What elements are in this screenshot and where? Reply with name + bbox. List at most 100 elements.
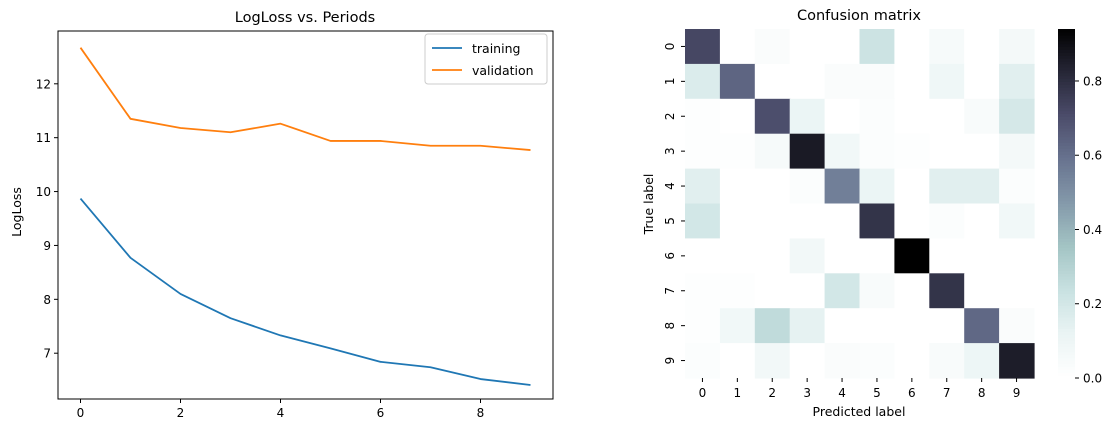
colorbar-segment (1058, 334, 1075, 338)
colorbar-segment (1058, 46, 1075, 50)
colorbar-segment (1058, 84, 1075, 88)
colorbar-segment (1058, 165, 1075, 170)
colorbar-segment (1058, 139, 1075, 144)
heatmap-y-tick-label: 3 (663, 147, 677, 155)
heatmap-cell (964, 203, 1000, 239)
heatmap-x-tick-label: 2 (768, 386, 776, 400)
colorbar-segment (1058, 308, 1075, 312)
colorbar-segment (1058, 232, 1075, 237)
colorbar-tick-label: 0.2 (1083, 297, 1102, 311)
colorbar-segment (1058, 136, 1075, 141)
legend-frame (424, 33, 548, 85)
colorbar-segment (1058, 98, 1075, 103)
heatmap-cell (929, 98, 965, 135)
heatmap-y-tick-label: 0 (663, 43, 677, 51)
heatmap-cell (754, 308, 791, 344)
heatmap-cell (789, 273, 826, 309)
heatmap-cell (719, 168, 756, 205)
heatmap-cell (719, 273, 756, 309)
heatmap-cell (754, 203, 791, 239)
y-tick-label: 10 (36, 185, 51, 199)
heatmap-cell (964, 343, 1000, 379)
heatmap-cell (964, 273, 1000, 309)
line-chart-frame (57, 30, 554, 400)
colorbar-tick-label: 0.8 (1083, 74, 1102, 88)
colorbar-tick-label: 0.4 (1083, 223, 1102, 237)
colorbar-segment (1058, 293, 1075, 298)
heatmap-cell (754, 63, 791, 100)
heatmap-cell (824, 203, 861, 239)
heatmap-x-tick-label: 6 (908, 386, 916, 400)
colorbar-segment (1058, 60, 1075, 65)
colorbar-segment (1058, 241, 1075, 245)
heatmap-x-axis-label: Predicted label (813, 404, 906, 419)
heatmap-cell (685, 98, 721, 135)
colorbar-segment (1058, 250, 1075, 254)
colorbar-segment (1058, 369, 1075, 373)
colorbar-segment (1058, 258, 1075, 263)
heatmap-cell (894, 273, 930, 309)
heatmap-x-tick-label: 1 (734, 386, 742, 400)
heatmap-cell (964, 29, 1000, 65)
heatmap-cell (685, 63, 721, 100)
heatmap-cell (999, 133, 1035, 170)
heatmap-x-tick-label: 7 (943, 386, 951, 400)
heatmap-cell (894, 238, 930, 274)
heatmap-cell (719, 203, 756, 239)
heatmap-y-tick-label: 7 (663, 287, 677, 295)
colorbar-segment (1058, 63, 1075, 68)
colorbar-segment (1058, 116, 1075, 120)
heatmap-cell (754, 238, 791, 274)
colorbar-segment (1058, 180, 1075, 184)
heatmap-cell (894, 343, 930, 379)
colorbar-segment (1058, 284, 1075, 289)
colorbar-segment (1058, 267, 1075, 271)
heatmap-cell (929, 273, 965, 309)
heatmap-y-tick-label: 4 (663, 182, 677, 190)
heatmap-cell (789, 238, 826, 274)
colorbar-segment (1058, 55, 1075, 59)
heatmap-cell (789, 63, 826, 100)
colorbar-segment (1058, 194, 1075, 199)
heatmap-cell (789, 308, 826, 344)
heatmap-cell (894, 308, 930, 344)
colorbar-segment (1058, 244, 1075, 248)
heatmap-cell (685, 168, 721, 205)
heatmap-cell (929, 168, 965, 205)
colorbar-segment (1058, 156, 1075, 161)
colorbar-segment (1058, 40, 1075, 45)
heatmap-cell (824, 238, 861, 274)
colorbar-segment (1058, 212, 1075, 216)
heatmap-cells (685, 29, 1035, 379)
line-chart-plot-area: 0 2 4 6 8 7 8 9 10 11 12 (36, 30, 554, 420)
heatmap-cell (685, 308, 721, 344)
colorbar-segment (1058, 95, 1075, 100)
colorbar-segment (1058, 101, 1075, 106)
colorbar-segment (1058, 154, 1075, 158)
series-line-validation (79, 47, 531, 151)
colorbar-segment (1058, 168, 1075, 173)
heatmap-cell (894, 29, 930, 65)
colorbar-segment (1058, 171, 1075, 176)
colorbar-segment (1058, 75, 1075, 80)
colorbar-segment (1058, 302, 1075, 306)
heatmap-cell (929, 343, 965, 379)
heatmap-cell (824, 29, 861, 65)
colorbar-segment (1058, 159, 1075, 164)
heatmap-y-tick-label: 8 (663, 322, 677, 330)
y-tick-label: 8 (43, 293, 51, 307)
heatmap-cell (719, 63, 756, 100)
legend-training-label: training (472, 41, 520, 56)
colorbar-segment (1058, 215, 1075, 219)
heatmap-y-tick-label: 1 (663, 78, 677, 86)
heatmap-cell (964, 98, 1000, 135)
heatmap-cell (999, 203, 1035, 239)
heatmap-cell (685, 238, 721, 274)
colorbar-segment (1058, 177, 1075, 181)
heatmap-cell (754, 273, 791, 309)
heatmap-cell (789, 168, 826, 205)
colorbar-segment (1058, 255, 1075, 260)
heatmap-cell (719, 133, 756, 170)
colorbar-segment (1058, 337, 1075, 341)
